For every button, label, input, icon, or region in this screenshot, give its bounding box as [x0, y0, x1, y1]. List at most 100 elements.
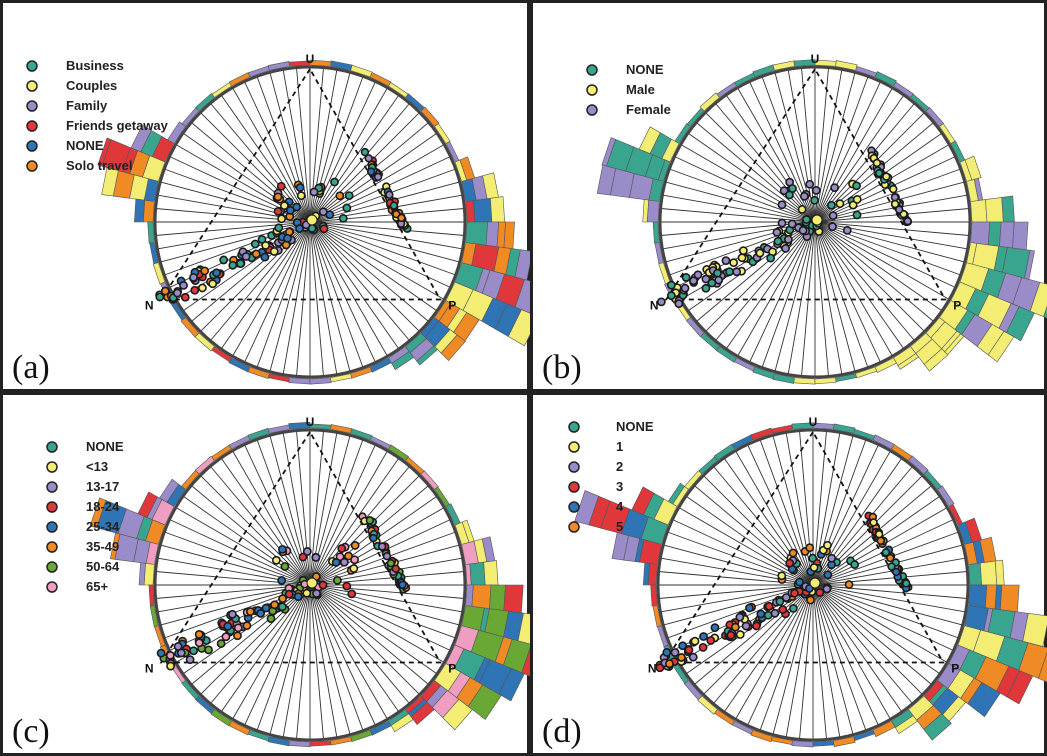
rose-bar	[699, 92, 720, 112]
data-point	[293, 592, 303, 601]
spoke-line	[772, 584, 814, 735]
spoke-line	[814, 221, 925, 332]
rose-bar	[503, 584, 524, 614]
data-point	[221, 632, 231, 642]
legend-marker	[26, 80, 38, 92]
scatter-points	[156, 512, 411, 671]
legend-item: Female	[586, 102, 671, 117]
spoke-line	[814, 94, 905, 223]
rose-bar	[388, 444, 409, 461]
legend-item: NONE	[586, 62, 664, 77]
data-point	[318, 580, 328, 590]
scatter-points	[655, 511, 913, 673]
rose-bar	[267, 736, 290, 747]
data-point	[827, 553, 837, 563]
rose-bar	[89, 497, 107, 529]
rose-bar	[833, 736, 856, 747]
panel-a: U N P Business Couples Family Friends getaway N…	[0, 0, 557, 392]
spoke-line	[812, 584, 941, 675]
spoke-line	[309, 81, 376, 223]
data-point	[741, 621, 751, 631]
data-point	[298, 552, 308, 562]
vertex-label-u: U	[811, 52, 820, 66]
legend-marker	[26, 100, 38, 112]
data-point	[283, 233, 292, 243]
data-point	[228, 260, 238, 270]
legend-label: 2	[616, 459, 623, 474]
spoke-line	[812, 444, 879, 586]
data-point	[777, 200, 787, 210]
data-point	[752, 621, 761, 631]
data-point	[822, 584, 832, 594]
spoke-line	[737, 221, 816, 357]
spoke-line	[309, 208, 465, 223]
panel-c: U N P NONE <13 13-17 18-24 25-34 35-49 50-64 65+ (c…	[0, 392, 558, 756]
data-point	[699, 632, 708, 641]
data-point	[382, 552, 392, 561]
data-point	[738, 246, 748, 256]
data-point	[270, 600, 279, 610]
center-marker	[306, 214, 318, 226]
scatter-points	[656, 146, 913, 309]
data-point	[701, 283, 711, 293]
data-point	[194, 638, 204, 648]
legend-item: 3	[568, 479, 623, 494]
legend-item: 50-64	[46, 559, 120, 574]
legend-item: 1	[568, 439, 623, 454]
rose-bar	[715, 346, 737, 363]
data-point	[810, 195, 819, 205]
data-point	[236, 259, 245, 268]
legend-marker	[26, 140, 38, 152]
triangle-dashed	[664, 67, 947, 301]
rose-bar	[483, 560, 499, 586]
legend: NONE Male Female	[586, 62, 671, 117]
spoke-line	[814, 221, 943, 312]
rose-bar	[309, 377, 332, 385]
rose-bar	[793, 377, 816, 385]
data-point	[242, 621, 252, 631]
legend-marker	[46, 541, 58, 553]
rose-bar	[965, 517, 983, 543]
legend-label: 5	[616, 519, 623, 534]
spoke-line	[309, 221, 460, 263]
data-point	[344, 551, 353, 561]
vertex-label-n: N	[145, 299, 154, 313]
data-point	[364, 154, 373, 163]
spoke-line	[747, 584, 814, 726]
spoke-line	[309, 221, 456, 276]
data-point	[729, 258, 739, 268]
spoke-line	[282, 584, 311, 738]
data-point	[266, 614, 276, 624]
spoke-line	[309, 221, 376, 363]
spoke-line	[812, 584, 966, 613]
rose-bar	[461, 519, 475, 543]
legend-item: 2	[568, 459, 623, 474]
spoke-line	[715, 221, 816, 342]
spoke-line	[735, 584, 814, 720]
rose-bar	[652, 221, 660, 244]
spoke-line	[812, 584, 933, 685]
spoke-line	[703, 584, 814, 695]
spoke-line	[662, 194, 816, 223]
data-point	[808, 553, 818, 563]
rose-bar	[1001, 195, 1015, 223]
data-point	[881, 548, 891, 557]
data-point	[284, 589, 294, 599]
rose-bar	[985, 197, 1004, 223]
rose-bar	[481, 536, 496, 563]
rose-bar	[482, 172, 499, 200]
data-point	[766, 253, 776, 263]
legend-marker	[26, 160, 38, 172]
spoke-line	[812, 584, 841, 738]
data-point	[764, 601, 774, 611]
legend: NONE <13 13-17 18-24 25-34 35-49 50-64 65+	[46, 439, 124, 594]
data-point	[241, 252, 251, 261]
rose-bar	[713, 443, 735, 461]
spoke-line	[749, 221, 816, 363]
spoke-line	[814, 221, 965, 263]
rose-bar	[440, 334, 466, 362]
rose-bar	[642, 199, 649, 223]
rose-bar	[1012, 221, 1029, 251]
rose-bar	[791, 740, 814, 748]
spoke-line	[814, 87, 893, 223]
